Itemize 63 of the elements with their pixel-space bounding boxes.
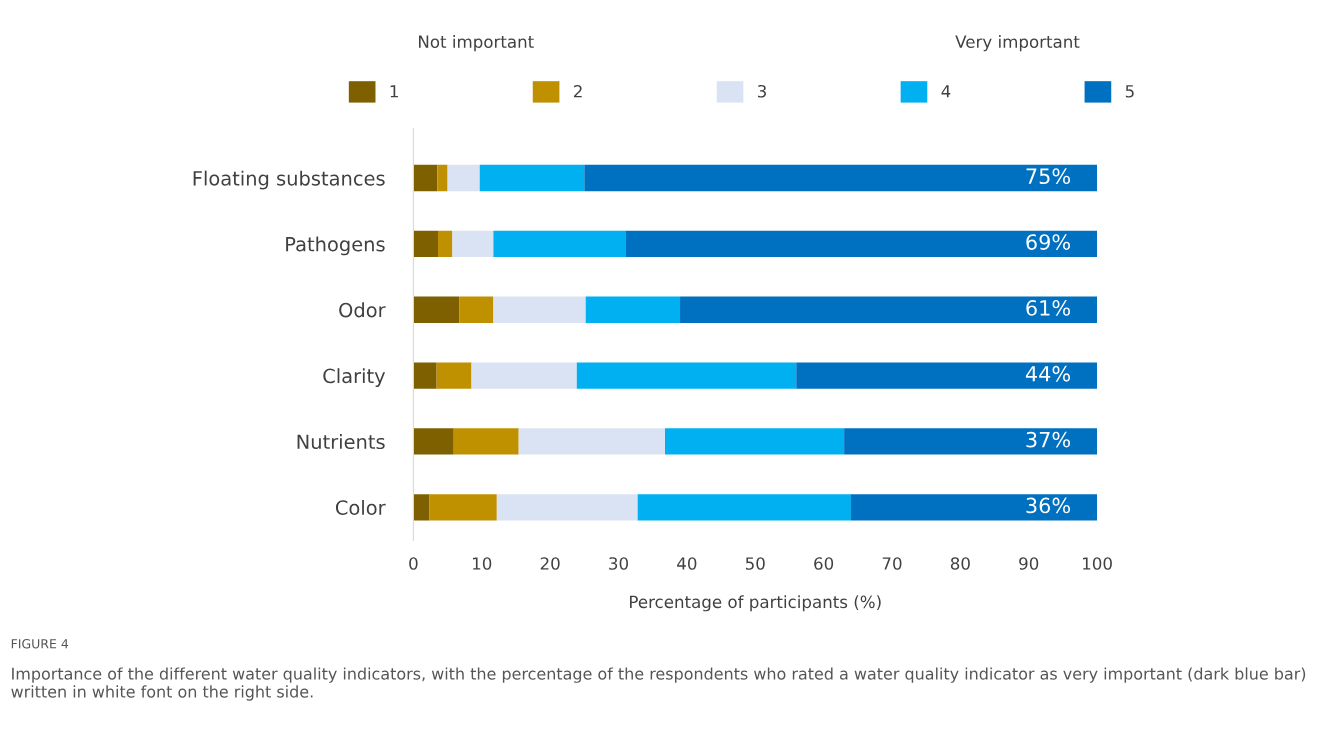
bar bbox=[413, 296, 460, 323]
bar bbox=[493, 296, 586, 323]
bar bbox=[413, 428, 454, 455]
x-tick-label: 40 bbox=[677, 557, 697, 570]
legend-label: 1 bbox=[390, 85, 398, 98]
bar bbox=[796, 362, 1098, 389]
text: Importance of the different water quality indicators, with the percentage of the respondents who rated a water quality indicator as very important (dark blue bar) written in white font on the right side. bbox=[11, 667, 1306, 701]
legend-label: 2 bbox=[573, 84, 582, 98]
bar bbox=[413, 164, 438, 192]
bar bbox=[413, 494, 430, 521]
bar bbox=[438, 230, 453, 258]
bar bbox=[471, 362, 577, 389]
bar bbox=[850, 494, 1098, 521]
bar bbox=[584, 164, 1098, 192]
x-tick-label: 60 bbox=[814, 557, 834, 570]
x-tick-label: 80 bbox=[950, 557, 970, 570]
bar bbox=[453, 428, 519, 455]
y-tick-label: Color bbox=[335, 499, 386, 515]
data-label: 69% bbox=[1026, 234, 1071, 250]
bar bbox=[459, 296, 494, 323]
bar bbox=[447, 164, 480, 192]
caption: FIGURE 4 bbox=[11, 638, 69, 649]
y-tick-label: Clarity bbox=[323, 368, 386, 388]
x-tick-label: 90 bbox=[1019, 557, 1039, 570]
bar bbox=[844, 428, 1098, 455]
y-tick-label: Floating substances bbox=[193, 170, 385, 190]
legend-label: 3 bbox=[757, 84, 766, 98]
bar bbox=[429, 494, 497, 521]
y-tick-label: Nutrients bbox=[297, 434, 385, 450]
bar bbox=[665, 428, 845, 455]
x-tick-label: 100 bbox=[1083, 557, 1112, 570]
bar bbox=[680, 296, 1098, 323]
bar bbox=[625, 230, 1098, 258]
bar bbox=[637, 494, 851, 521]
x-axis-title: Percentage of participants (%) bbox=[630, 595, 881, 612]
bar bbox=[413, 362, 437, 389]
text: Very important bbox=[955, 35, 1080, 52]
legend-label: 5 bbox=[1125, 85, 1134, 98]
bar bbox=[452, 230, 494, 258]
bar bbox=[436, 362, 472, 389]
x-tick-label: 50 bbox=[745, 557, 765, 570]
bar bbox=[413, 230, 439, 258]
text: Not important bbox=[419, 35, 534, 52]
bar bbox=[576, 362, 797, 389]
bar bbox=[437, 164, 448, 192]
data-label: 75% bbox=[1026, 168, 1071, 185]
x-tick-label: 70 bbox=[882, 557, 902, 570]
data-label: 61% bbox=[1026, 300, 1071, 316]
bar bbox=[493, 230, 626, 258]
legend-label: 4 bbox=[941, 85, 951, 98]
data-label: 37% bbox=[1026, 431, 1071, 448]
bar bbox=[496, 494, 638, 521]
y-tick-label: Pathogens bbox=[286, 236, 385, 256]
y-tick-label: Odor bbox=[339, 302, 386, 318]
x-tick-label: 10 bbox=[473, 557, 492, 570]
data-label: 36% bbox=[1026, 497, 1071, 514]
bar bbox=[479, 164, 585, 192]
data-label: 44% bbox=[1025, 365, 1071, 382]
bar bbox=[585, 296, 681, 323]
x-tick-label: 0 bbox=[409, 557, 418, 570]
bar bbox=[518, 428, 665, 455]
x-tick-label: 20 bbox=[540, 557, 560, 570]
x-tick-label: 30 bbox=[609, 557, 629, 570]
